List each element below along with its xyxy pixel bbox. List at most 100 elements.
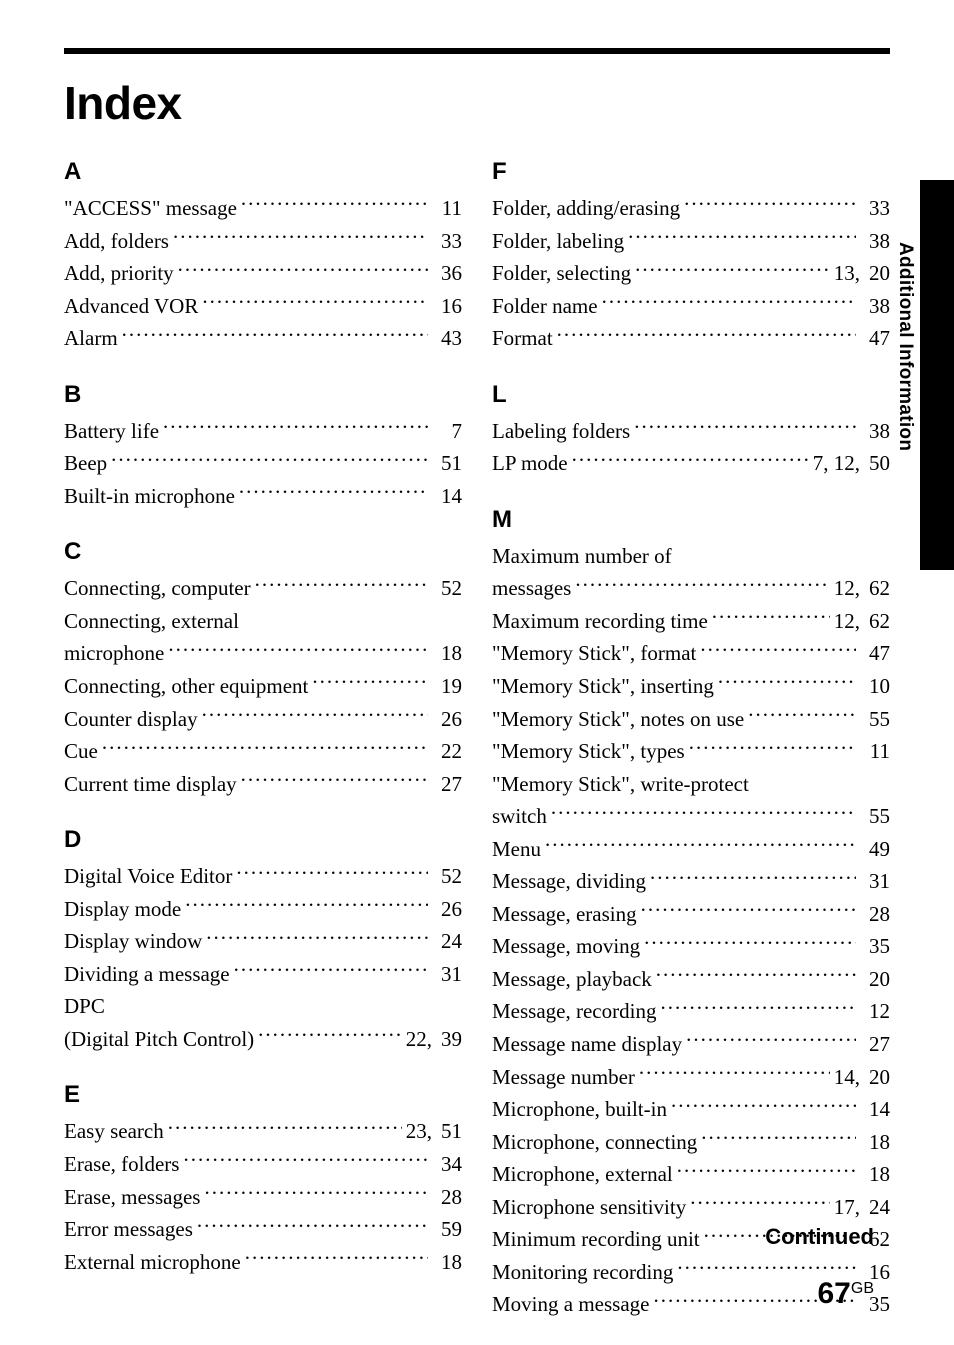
- index-entry-pages: 43: [432, 322, 462, 355]
- index-entry-pages: 10: [860, 670, 890, 703]
- index-entry-pages: 23, 51: [406, 1115, 462, 1148]
- leader-dots: [656, 965, 856, 986]
- index-entry-pages: 31: [432, 958, 462, 991]
- index-entry-pages: 12, 62: [834, 572, 890, 605]
- section-heading: B: [64, 381, 462, 409]
- leader-dots: [206, 927, 428, 948]
- section-heading: F: [492, 158, 890, 186]
- index-entry-pages: 13, 20: [834, 257, 890, 290]
- index-entry-extra-page: 39: [432, 1023, 462, 1056]
- section-heading: C: [64, 538, 462, 566]
- index-entry-extra-page: 50: [860, 447, 890, 480]
- index-entry-continuation: Maximum number of: [492, 540, 890, 573]
- index-entry-text: Connecting, computer: [64, 572, 251, 605]
- index-entry-text: "Memory Stick", types: [492, 735, 685, 768]
- index-entry: Current time display27: [64, 768, 462, 801]
- index-entry-pages: 12, 62: [834, 605, 890, 638]
- index-entry: "Memory Stick", inserting 10: [492, 670, 890, 703]
- leader-dots: [202, 705, 428, 726]
- index-entry-pages: 14: [860, 1093, 890, 1126]
- index-entry-text: Advanced VOR: [64, 290, 198, 323]
- index-entry: Format47: [492, 322, 890, 355]
- index-entry-text: Error messages: [64, 1213, 193, 1246]
- index-entry-pages: 18: [860, 1158, 890, 1191]
- leader-dots: [557, 324, 856, 345]
- leader-dots: [241, 770, 428, 791]
- index-entry-pages: 17, 24: [834, 1191, 890, 1224]
- index-entry: Built-in microphone14: [64, 480, 462, 513]
- index-entry-pages: 7: [432, 415, 462, 448]
- right-column: FFolder, adding/erasing33Folder, labelin…: [492, 158, 890, 1321]
- leader-dots: [572, 449, 809, 470]
- index-entry-extra-page: 24: [860, 1191, 890, 1224]
- index-entry-pages: 34: [432, 1148, 462, 1181]
- leader-dots: [202, 292, 428, 313]
- index-entry-pages: 49: [860, 833, 890, 866]
- leader-dots: [628, 227, 856, 248]
- index-entry: Maximum recording time12, 62: [492, 605, 890, 638]
- left-column: A"ACCESS" message11Add, folders33Add, pr…: [64, 158, 462, 1321]
- index-entry-text: Cue: [64, 735, 98, 768]
- index-entry: Folder, labeling38: [492, 225, 890, 258]
- index-entry-pages: 18: [432, 637, 462, 670]
- index-entry: Cue 22: [64, 735, 462, 768]
- index-entry-text: Microphone, connecting: [492, 1126, 697, 1159]
- index-entry: Battery life7: [64, 415, 462, 448]
- index-entry-extra-page: 62: [860, 605, 890, 638]
- index-entry-pages: 18: [860, 1126, 890, 1159]
- index-entry-pages: 51: [432, 447, 462, 480]
- index-entry-text: messages: [492, 572, 571, 605]
- index-entry-text: Monitoring recording: [492, 1256, 673, 1289]
- index-entry: Connecting, other equipment19: [64, 670, 462, 703]
- index-entry-pages: 27: [860, 1028, 890, 1061]
- index-entry-pages: 12: [860, 995, 890, 1028]
- index-entry-pages: 38: [860, 225, 890, 258]
- index-entry-text: Message, recording: [492, 995, 656, 1028]
- index-entry-pages: 47: [860, 637, 890, 670]
- section-heading: M: [492, 506, 890, 534]
- index-entry-text: Display window: [64, 925, 202, 958]
- index-entry: Message, erasing28: [492, 898, 890, 931]
- index-entry-text: switch: [492, 800, 547, 833]
- index-entry: messages 12, 62: [492, 572, 890, 605]
- index-entry-pages: 28: [432, 1181, 462, 1214]
- index-entry-text: "ACCESS" message: [64, 192, 237, 225]
- leader-dots: [551, 802, 856, 823]
- index-entry-text: Microphone, external: [492, 1158, 673, 1191]
- index-entry: Alarm43: [64, 322, 462, 355]
- index-entry: "Memory Stick", notes on use55: [492, 703, 890, 736]
- index-entry: LP mode7, 12, 50: [492, 447, 890, 480]
- index-entry-pages: 36: [432, 257, 462, 290]
- index-entry-pages: 14: [432, 480, 462, 513]
- index-entry-text: External microphone: [64, 1246, 241, 1279]
- index-entry-text: Message, playback: [492, 963, 652, 996]
- page-number-suffix: GB: [851, 1280, 874, 1297]
- index-entry-pages: 55: [860, 800, 890, 833]
- index-entry-pages: 20: [860, 963, 890, 996]
- index-entry: Error messages59: [64, 1213, 462, 1246]
- index-entry: Microphone, external 18: [492, 1158, 890, 1191]
- index-entry: Add, priority36: [64, 257, 462, 290]
- index-entry-continuation: Connecting, external: [64, 605, 462, 638]
- index-entry-text: Add, folders: [64, 225, 169, 258]
- index-entry-text: Folder, adding/erasing: [492, 192, 680, 225]
- index-entry-text: Erase, folders: [64, 1148, 179, 1181]
- index-entry-extra-page: 62: [860, 572, 890, 605]
- leader-dots: [173, 227, 428, 248]
- index-columns: A"ACCESS" message11Add, folders33Add, pr…: [64, 158, 890, 1321]
- index-entry-text: "Memory Stick", inserting: [492, 670, 714, 703]
- leader-dots: [677, 1258, 856, 1279]
- index-entry-extra-page: 20: [860, 257, 890, 290]
- index-entry-pages: 19: [432, 670, 462, 703]
- index-entry: switch 55: [492, 800, 890, 833]
- leader-dots: [689, 737, 856, 758]
- leader-dots: [183, 1150, 428, 1171]
- index-entry-text: Message number: [492, 1061, 635, 1094]
- index-entry-pages: 35: [860, 930, 890, 963]
- index-entry-text: LP mode: [492, 447, 568, 480]
- side-tab: [920, 180, 954, 570]
- index-entry: "Memory Stick", types11: [492, 735, 890, 768]
- leader-dots: [545, 835, 856, 856]
- index-entry-pages: 22: [432, 735, 462, 768]
- top-rule: [64, 48, 890, 54]
